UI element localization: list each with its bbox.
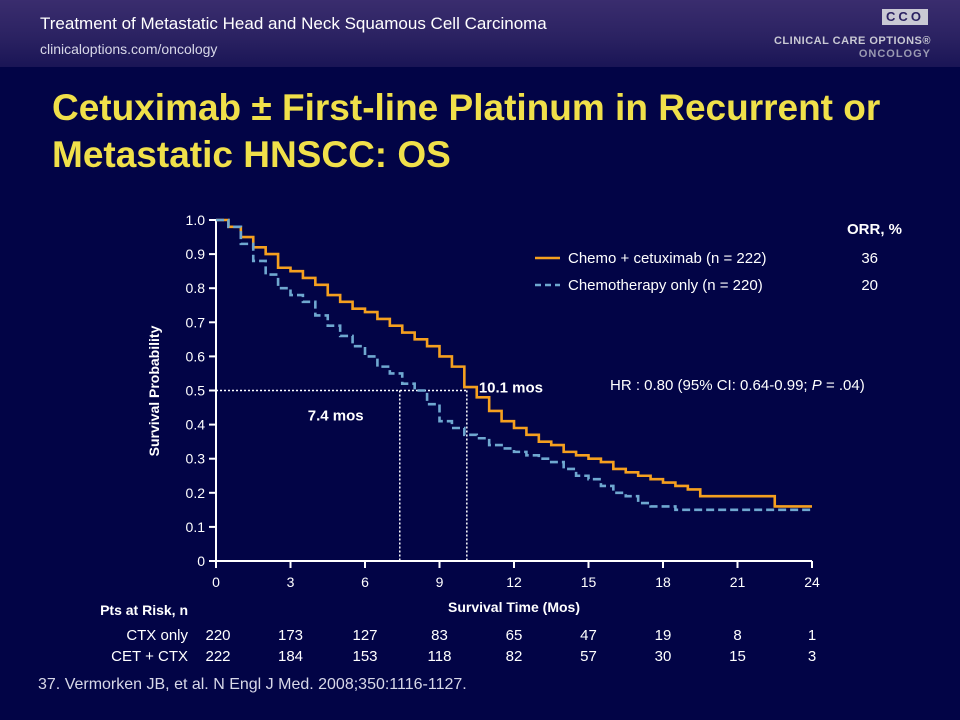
- x-tick-label: 3: [287, 574, 295, 590]
- risk-cell: 153: [352, 648, 377, 665]
- curve-chemo-only: [216, 218, 814, 512]
- risk-cell: 47: [580, 627, 597, 644]
- risk-cell: 19: [655, 627, 672, 644]
- y-tick-label: 0: [197, 553, 205, 569]
- risk-cell: 1: [808, 627, 816, 644]
- legend-label: Chemo + cetuximab (n = 222): [568, 250, 766, 267]
- reference-footnote: 37. Vermorken JB, et al. N Engl J Med. 2…: [38, 676, 467, 693]
- y-tick-label: 0.3: [186, 451, 206, 467]
- risk-cell: 15: [729, 648, 746, 665]
- legend-orr-value: 36: [861, 250, 878, 267]
- legend-label: Chemotherapy only (n = 220): [568, 277, 763, 294]
- risk-row-label: CTX only: [126, 627, 188, 644]
- x-axis-label: Survival Time (Mos): [448, 599, 580, 615]
- legend-header: ORR, %: [847, 221, 902, 238]
- header-bar: [0, 0, 960, 67]
- x-tick-label: 24: [804, 574, 820, 590]
- risk-row-label: CET + CTX: [111, 648, 188, 665]
- risk-cell: 83: [431, 627, 448, 644]
- risk-cell: 220: [205, 627, 230, 644]
- hazard-ratio: HR : 0.80 (95% CI: 0.64-0.99; P = .04): [610, 377, 865, 394]
- y-tick-label: 0.2: [186, 485, 206, 501]
- risk-cell: 82: [506, 648, 523, 665]
- risk-cell: 57: [580, 648, 597, 665]
- median-label-chemo: 7.4 mos: [308, 408, 364, 425]
- logo-text: CLINICAL CARE OPTIONS®: [773, 35, 931, 47]
- risk-cell: 184: [278, 648, 303, 665]
- risk-cell: 127: [352, 627, 377, 644]
- risk-cell: 65: [506, 627, 523, 644]
- risk-cell: 118: [428, 648, 452, 665]
- x-tick-label: 15: [581, 574, 597, 590]
- y-axis-label: Survival Probability: [146, 325, 162, 456]
- y-tick-label: 0.5: [186, 383, 206, 399]
- curve-chemo-cetuximab: [216, 218, 812, 508]
- x-tick-label: 6: [361, 574, 369, 590]
- logo-subtext: ONCOLOGY: [858, 48, 931, 60]
- y-tick-label: 0.8: [186, 280, 206, 296]
- risk-table-title: Pts at Risk, n: [100, 602, 188, 618]
- y-tick-label: 0.6: [186, 348, 206, 364]
- x-tick-label: 21: [730, 574, 746, 590]
- slide-title: Cetuximab ± First-line Platinum in Recur…: [52, 87, 881, 175]
- y-tick-label: 0.4: [186, 417, 206, 433]
- risk-cell: 173: [278, 627, 303, 644]
- header-subtitle[interactable]: clinicaloptions.com/oncology: [40, 41, 218, 57]
- x-tick-label: 0: [212, 574, 220, 590]
- risk-cell: 30: [655, 648, 672, 665]
- y-tick-label: 1.0: [186, 212, 206, 228]
- y-tick-label: 0.7: [186, 314, 206, 330]
- x-tick-label: 12: [506, 574, 522, 590]
- median-label-cetuximab: 10.1 mos: [479, 380, 543, 397]
- header-title: Treatment of Metastatic Head and Neck Sq…: [40, 14, 547, 33]
- y-tick-label: 0.9: [186, 246, 206, 262]
- y-tick-label: 0.1: [186, 519, 206, 535]
- risk-cell: 8: [733, 627, 741, 644]
- risk-cell: 3: [808, 648, 816, 665]
- risk-cell: 222: [205, 648, 230, 665]
- cco-logo-mark: CCO: [882, 9, 928, 25]
- legend-orr-value: 20: [861, 277, 878, 294]
- x-tick-label: 9: [436, 574, 444, 590]
- x-tick-label: 18: [655, 574, 671, 590]
